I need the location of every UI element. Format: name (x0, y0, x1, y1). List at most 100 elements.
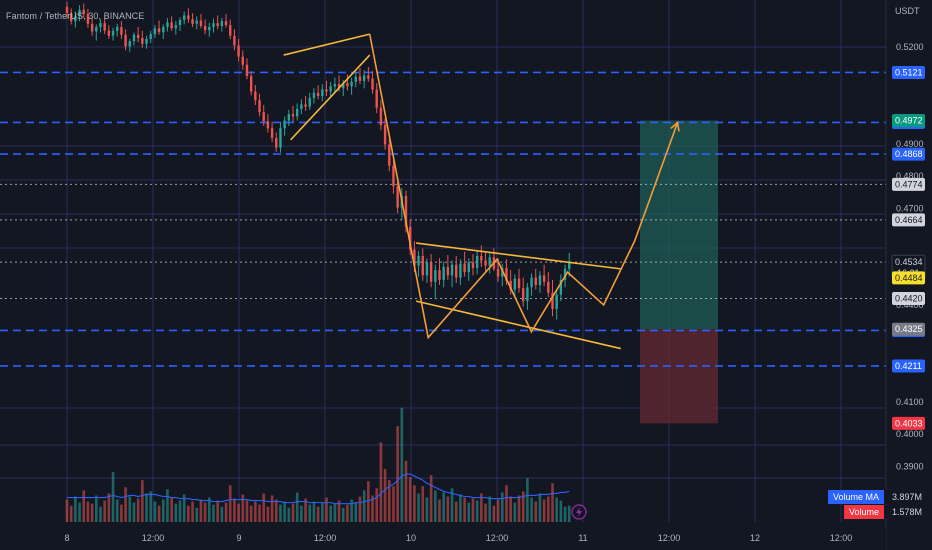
volume-bar (99, 506, 102, 522)
price-tag-label: 0.4534 (895, 257, 923, 267)
candle-body (254, 91, 257, 101)
legend-volume: Volume 1.578M (843, 505, 926, 519)
candle (321, 84, 324, 102)
volume-bar (216, 500, 219, 522)
candle (295, 103, 299, 121)
candle-body (262, 112, 265, 122)
candle-body (157, 28, 161, 33)
candle-body (233, 35, 236, 46)
candle-body (505, 267, 508, 281)
candle-body (78, 9, 81, 17)
candle-body (350, 81, 353, 87)
volume-bar (496, 499, 500, 522)
price-axis-tick: 0.3900 (896, 461, 924, 471)
price-tag-label: 0.4325 (895, 324, 923, 334)
price-level-tag-label: 0.4774 (895, 179, 923, 189)
candle-body (496, 268, 500, 277)
volume-bar (417, 493, 420, 522)
price-level-tag-label: 0.4211 (895, 361, 922, 371)
volume-bar (220, 506, 224, 522)
candle-body (291, 114, 295, 117)
volume-bar (115, 499, 119, 522)
volume-bar (258, 504, 261, 522)
candle (128, 38, 131, 52)
event-marker-icon (571, 504, 587, 520)
candle-body (538, 275, 542, 286)
volume-bar (526, 478, 529, 522)
volume-bar (94, 495, 98, 522)
falling-channel-upper-line (416, 242, 621, 270)
volume-bar (450, 488, 454, 522)
volume-bar (513, 502, 517, 522)
volume-bar (446, 496, 450, 522)
candle-body (488, 257, 491, 266)
volume-bar (149, 491, 153, 522)
candle (354, 72, 357, 88)
volume-bar (279, 504, 282, 522)
volume-bar (547, 496, 550, 522)
volume-bar (103, 500, 106, 522)
candle-body (203, 26, 207, 31)
volume-bar (413, 485, 416, 522)
volume-bar (505, 485, 508, 522)
time-axis-ticks: 8 12:00 9 12:00 10 12:00 11 12:00 12 12:00 (64, 533, 852, 543)
candle-body (325, 89, 328, 92)
candle (547, 272, 550, 297)
volume-bar (166, 489, 169, 522)
volume-bar (270, 495, 274, 522)
candle (542, 264, 546, 287)
price-tag (892, 271, 925, 285)
price-level-tag-label: 0.5121 (895, 67, 923, 77)
volume-bar (530, 497, 533, 522)
candle-body (136, 34, 140, 38)
candle (266, 114, 270, 133)
candle (325, 80, 328, 97)
volume-bar (534, 501, 538, 522)
time-axis-tick: 12:00 (486, 533, 509, 543)
candle-body (371, 78, 374, 90)
candle-body (182, 15, 186, 20)
candle (174, 21, 178, 35)
candle (237, 38, 240, 62)
candle (559, 274, 563, 302)
stop-zone (640, 329, 718, 424)
candle-body (429, 262, 433, 282)
volume-bar (161, 499, 165, 522)
volume-bar (120, 504, 123, 522)
price-axis-currency: USDT (895, 6, 920, 16)
volume-bar (300, 505, 303, 522)
candle (446, 255, 450, 280)
candle-body (459, 263, 462, 278)
volume-bar (492, 505, 496, 522)
candle (522, 277, 525, 307)
candle-body (86, 14, 90, 24)
candle (509, 270, 512, 295)
volume-bar (136, 498, 140, 522)
volume-bar (228, 485, 232, 522)
candle (392, 159, 395, 194)
candle (283, 116, 286, 136)
volume-bar (170, 497, 173, 522)
candle (488, 252, 491, 274)
volume-bar (567, 505, 571, 522)
candle-body (245, 64, 249, 77)
volume-bar (488, 496, 492, 522)
volume-bar (442, 492, 445, 522)
volume-bar (425, 497, 429, 522)
candle (421, 248, 424, 281)
candle (229, 19, 232, 39)
volume-bar (563, 506, 567, 522)
volume-bar (145, 493, 148, 522)
candle-body (275, 137, 278, 148)
candle (136, 27, 140, 43)
candle (203, 19, 207, 35)
plot-area (0, 0, 886, 522)
rising-wedge-lower-line (290, 54, 371, 141)
price-level-tag (892, 359, 925, 373)
candle (388, 138, 391, 172)
falling-channel-lower-line (415, 300, 622, 350)
candle (132, 32, 136, 46)
time-axis-tick: 11 (578, 533, 587, 543)
volume-bar (254, 501, 257, 522)
